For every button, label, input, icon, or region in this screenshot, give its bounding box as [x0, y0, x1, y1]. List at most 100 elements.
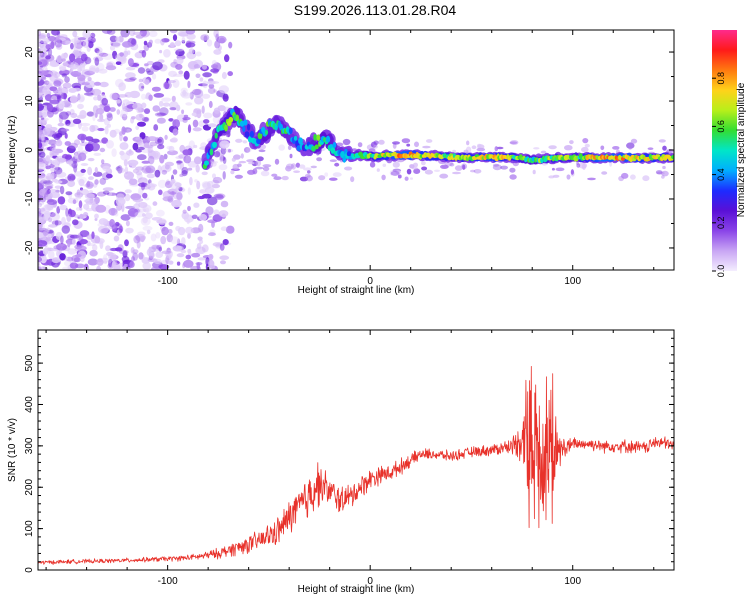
noise-blob	[570, 169, 575, 175]
noise-blob	[39, 91, 44, 97]
noise-blob	[48, 217, 53, 223]
noise-blob	[238, 160, 247, 164]
noise-blob	[656, 171, 665, 175]
noise-blob	[612, 146, 620, 150]
noise-blob	[222, 156, 227, 164]
noise-blob	[94, 167, 98, 174]
noise-blob	[213, 49, 222, 55]
noise-blob	[601, 171, 608, 175]
noise-blob	[185, 226, 194, 235]
noise-blob	[80, 255, 85, 263]
ridge-blob	[328, 135, 334, 145]
noise-blob	[138, 78, 143, 83]
noise-blob	[59, 204, 68, 211]
noise-blob	[262, 166, 270, 172]
noise-blob	[334, 162, 340, 167]
noise-blob	[106, 30, 116, 35]
noise-blob	[145, 165, 156, 174]
noise-blob	[168, 118, 174, 122]
noise-blob	[176, 253, 185, 258]
noise-blob	[77, 74, 86, 81]
noise-blob	[203, 112, 213, 119]
noise-blob	[83, 33, 93, 38]
noise-blob	[44, 183, 54, 188]
noise-blob	[142, 192, 148, 199]
noise-blob	[48, 250, 55, 260]
noise-blob	[77, 66, 82, 73]
noise-blob	[90, 142, 100, 152]
noise-blob	[178, 187, 183, 192]
noise-blob	[131, 38, 136, 45]
noise-blob	[53, 245, 62, 250]
noise-blob	[132, 102, 143, 110]
noise-blob	[470, 169, 476, 173]
ridge-blob	[257, 132, 263, 140]
noise-blob	[153, 258, 162, 265]
noise-blob	[171, 199, 182, 208]
noise-blob	[206, 196, 218, 206]
colorbar-tick-label: 0.2	[716, 217, 726, 230]
noise-blob	[159, 107, 169, 116]
noise-blob	[118, 55, 127, 64]
colorbar-label: Normalized spectral amplitude	[736, 82, 747, 217]
noise-blob	[492, 164, 502, 171]
snr-panel: -100 0 100 0 100 200 300 400 500 Height of stra…	[7, 329, 675, 595]
noise-blob	[45, 155, 51, 162]
noise-blob	[293, 170, 300, 173]
noise-blob	[86, 243, 96, 247]
noise-blob	[83, 203, 90, 210]
noise-blob	[124, 239, 129, 247]
noise-blob	[208, 83, 215, 89]
noise-blob	[220, 260, 226, 265]
noise-blob	[45, 44, 51, 50]
noise-blob	[449, 162, 455, 167]
noise-blob	[38, 207, 42, 216]
noise-blob	[143, 108, 151, 114]
noise-blob	[172, 119, 180, 129]
noise-blob	[38, 240, 48, 247]
noise-blob	[58, 84, 62, 92]
x-tick-label: 100	[564, 276, 581, 287]
noise-blob	[132, 197, 144, 203]
colorbar-tick-label: 0.6	[716, 120, 726, 133]
noise-blob	[220, 226, 228, 231]
noise-blob	[471, 145, 477, 150]
noise-blob	[185, 42, 196, 48]
noise-blob	[88, 65, 96, 74]
noise-blob	[60, 128, 70, 132]
colorbar-tick-label: 0.0	[716, 265, 726, 278]
noise-blob	[122, 41, 132, 48]
noise-blob	[109, 107, 116, 112]
noise-blob	[96, 50, 103, 57]
noise-blob	[103, 254, 108, 262]
noise-blob	[193, 156, 202, 165]
noise-blob	[164, 134, 168, 140]
noise-blob	[105, 245, 111, 252]
noise-blob	[87, 157, 95, 162]
noise-blob	[39, 53, 46, 59]
noise-blob	[203, 119, 210, 124]
noise-blob	[630, 138, 638, 144]
noise-blob	[154, 169, 161, 178]
noise-blob	[49, 61, 60, 68]
noise-blob	[195, 164, 200, 173]
noise-blob	[53, 88, 59, 94]
y-tick-label: -10	[24, 191, 35, 206]
y-tick-label: 10	[24, 95, 35, 107]
noise-blob	[54, 219, 59, 226]
noise-blob	[85, 181, 94, 189]
noise-blob	[75, 254, 82, 258]
noise-blob	[101, 97, 108, 106]
noise-blob	[195, 73, 201, 79]
noise-blob	[168, 70, 178, 78]
noise-blob	[51, 141, 57, 148]
noise-blob	[102, 53, 113, 60]
noise-blob	[414, 141, 419, 148]
noise-blob	[187, 205, 191, 212]
noise-blob	[46, 32, 51, 39]
noise-blob	[134, 211, 145, 218]
noise-blob	[145, 68, 151, 73]
noise-blob	[144, 79, 150, 85]
noise-blob	[124, 263, 128, 268]
noise-blob	[127, 208, 139, 217]
